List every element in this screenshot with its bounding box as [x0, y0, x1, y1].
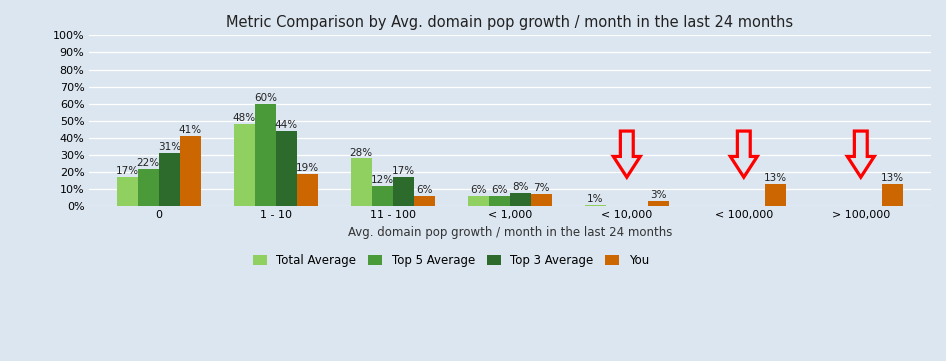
Text: 19%: 19%	[296, 163, 319, 173]
Polygon shape	[848, 131, 874, 177]
Bar	[585, 205, 605, 206]
Bar	[351, 158, 372, 206]
Text: 22%: 22%	[137, 158, 160, 168]
X-axis label: Avg. domain pop growth / month in the last 24 months: Avg. domain pop growth / month in the la…	[347, 226, 672, 239]
Text: 48%: 48%	[233, 113, 255, 123]
Text: 3%: 3%	[650, 190, 667, 200]
Text: 17%: 17%	[115, 166, 139, 177]
Bar	[765, 184, 786, 206]
Text: 44%: 44%	[274, 120, 298, 130]
Text: 13%: 13%	[881, 173, 904, 183]
Bar	[489, 196, 510, 206]
Bar	[393, 177, 414, 206]
Text: 7%: 7%	[534, 183, 550, 193]
Bar	[234, 124, 254, 206]
Text: 31%: 31%	[158, 143, 181, 152]
Legend: Total Average, Top 5 Average, Top 3 Average, You: Total Average, Top 5 Average, Top 3 Aver…	[248, 250, 654, 272]
Text: 13%: 13%	[763, 173, 787, 183]
Polygon shape	[730, 131, 757, 177]
Bar	[159, 153, 180, 206]
Bar	[297, 174, 318, 206]
Text: 1%: 1%	[587, 194, 604, 204]
Text: 60%: 60%	[254, 93, 277, 103]
Bar	[648, 201, 669, 206]
Bar	[372, 186, 393, 206]
Polygon shape	[613, 131, 640, 177]
Title: Metric Comparison by Avg. domain pop growth / month in the last 24 months: Metric Comparison by Avg. domain pop gro…	[226, 15, 794, 30]
Text: 41%: 41%	[179, 125, 202, 135]
Text: 17%: 17%	[392, 166, 415, 177]
Bar	[510, 193, 531, 206]
Text: 6%: 6%	[416, 185, 432, 195]
Bar	[276, 131, 297, 206]
Text: 8%: 8%	[512, 182, 529, 192]
Bar	[531, 194, 552, 206]
Bar	[116, 177, 138, 206]
Bar	[882, 184, 902, 206]
Text: 6%: 6%	[491, 185, 508, 195]
Bar	[254, 104, 276, 206]
Text: 6%: 6%	[470, 185, 486, 195]
Bar	[467, 196, 489, 206]
Bar	[180, 136, 201, 206]
Bar	[138, 169, 159, 206]
Text: 28%: 28%	[350, 148, 373, 157]
Text: 12%: 12%	[371, 175, 394, 185]
Bar	[414, 196, 435, 206]
